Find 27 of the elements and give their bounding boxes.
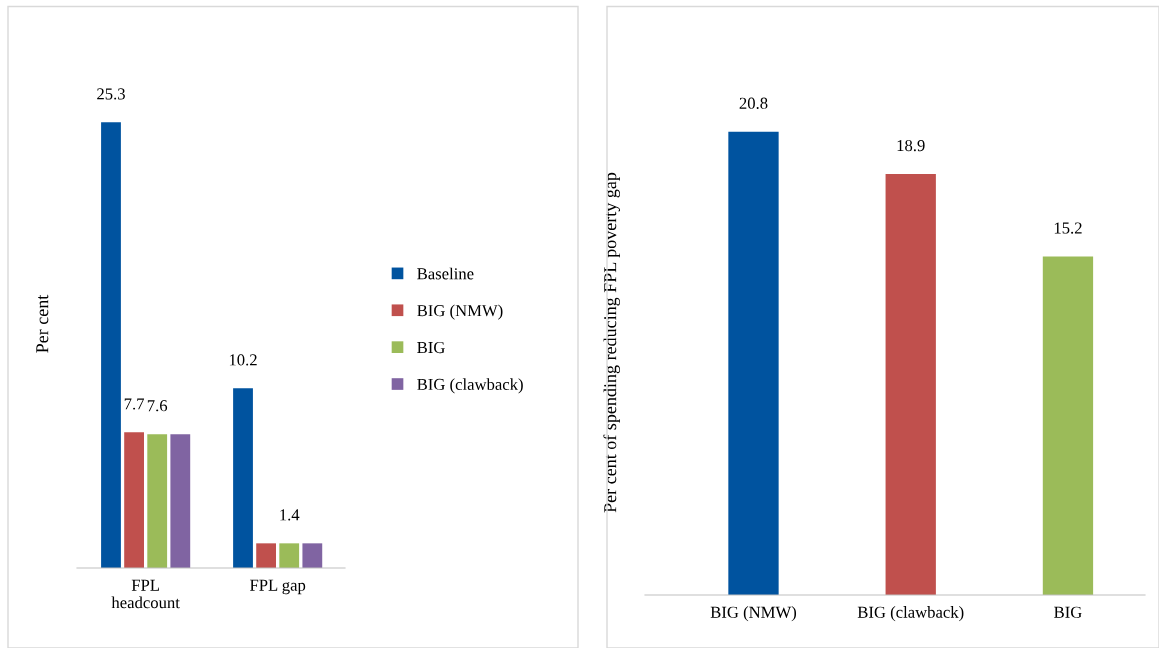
legend-label: BIG — [417, 341, 445, 354]
data-label: 1.4 — [280, 509, 300, 521]
bar — [279, 543, 300, 568]
legend-label: Baseline — [417, 267, 474, 280]
data-label: 10.2 — [229, 354, 257, 366]
data-label: 7.6 — [147, 400, 168, 412]
y-axis-title: Per cent of spending reducing FPL poverty gap — [603, 172, 620, 513]
bar — [124, 432, 144, 568]
x-tick-label: BIG — [1054, 606, 1082, 618]
legend-label: BIG (clawback) — [417, 378, 523, 394]
bar — [233, 388, 253, 568]
bar — [256, 543, 277, 568]
data-label: 7.7 — [124, 398, 145, 410]
y-axis-title: Per cent — [36, 294, 49, 353]
bar — [302, 543, 323, 568]
data-label: 15.2 — [1054, 222, 1082, 234]
x-tick-label: FPL gap — [249, 579, 306, 595]
data-label: 25.3 — [97, 88, 125, 100]
legend-label: BIG (NMW) — [417, 304, 503, 320]
data-label: 18.9 — [897, 139, 925, 152]
x-tick-label: BIG (clawback) — [857, 606, 964, 622]
bar — [147, 434, 168, 568]
bar — [170, 434, 191, 568]
data-label: 20.8 — [739, 97, 768, 109]
bar — [101, 122, 121, 568]
x-tick-label: FPL headcount — [111, 579, 180, 609]
x-tick-label: BIG (NMW) — [710, 606, 797, 622]
